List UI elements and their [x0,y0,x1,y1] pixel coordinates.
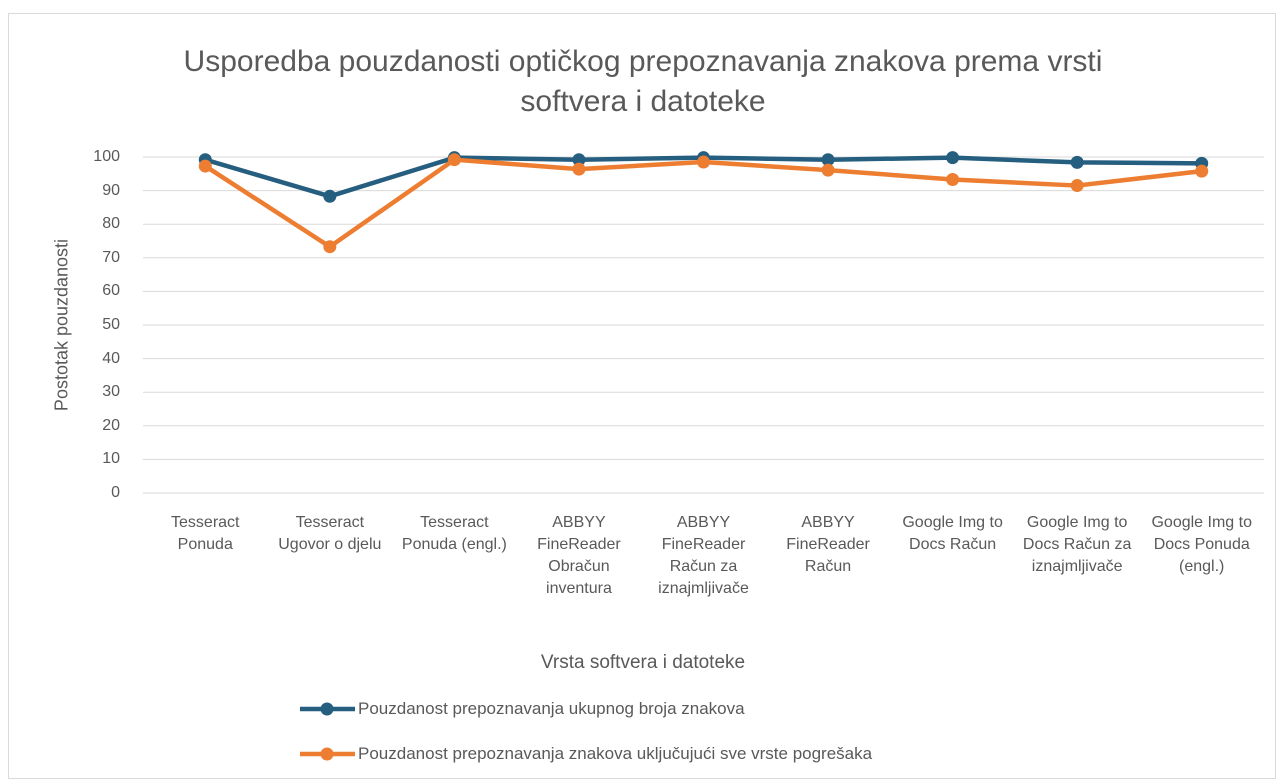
y-tick-label: 30 [102,383,120,401]
legend-marker [320,747,334,761]
legend-label: Pouzdanost prepoznavanja znakova uključu… [358,744,873,763]
x-tick-label: Tesseract Ponuda [171,514,240,553]
data-point [323,189,337,203]
data-point [323,240,337,254]
y-tick-label: 70 [102,248,120,266]
data-point [1070,155,1084,169]
legend-marker [320,702,334,716]
x-tick-label: ABBYY FineReader Račun za iznajmljivače [658,514,749,597]
y-tick-label: 90 [102,181,120,199]
x-tick-label: Google Img to Docs Račun za iznajmljivač… [1022,514,1132,575]
legend-label: Pouzdanost prepoznavanja ukupnog broja z… [358,699,745,718]
data-point [1195,164,1209,178]
y-tick-label: 60 [102,282,120,300]
x-axis-label: Vrsta softvera i datoteke [540,652,746,673]
data-point [198,159,212,173]
x-tick-label: Google Img to Docs Ponuda (engl.) [1151,514,1252,575]
x-tick-label: Google Img to Docs Račun [902,514,1003,553]
chart-border [8,13,1276,779]
y-axis-label: Postotak pouzdanosti [51,238,72,412]
data-point [821,153,835,167]
x-tick-label: Tesseract Ponuda (engl.) [401,514,507,553]
data-point [572,162,586,176]
data-point [447,153,461,167]
y-tick-label: 20 [102,416,120,434]
data-point [697,155,710,169]
x-tick-label: ABBYY FineReader Obračun inventura [537,514,621,597]
data-point [821,163,835,177]
series-line [204,157,1202,249]
y-tick-label: 10 [102,450,120,468]
x-tick-label: ABBYY FineReader Račun [786,514,870,575]
chart-title: Usporedba pouzdanosti optičkog prepoznav… [183,45,1103,118]
y-tick-label: 100 [93,148,120,165]
data-point [946,151,960,165]
data-point [946,173,960,187]
y-tick-label: 50 [102,316,120,333]
x-tick-label: Tesseract Ugovor o djelu [278,514,382,553]
data-point [572,153,586,167]
y-tick-label: 40 [102,349,120,367]
y-tick-label: 0 [111,484,120,501]
y-tick-label: 80 [102,215,120,233]
data-point [1070,179,1084,193]
